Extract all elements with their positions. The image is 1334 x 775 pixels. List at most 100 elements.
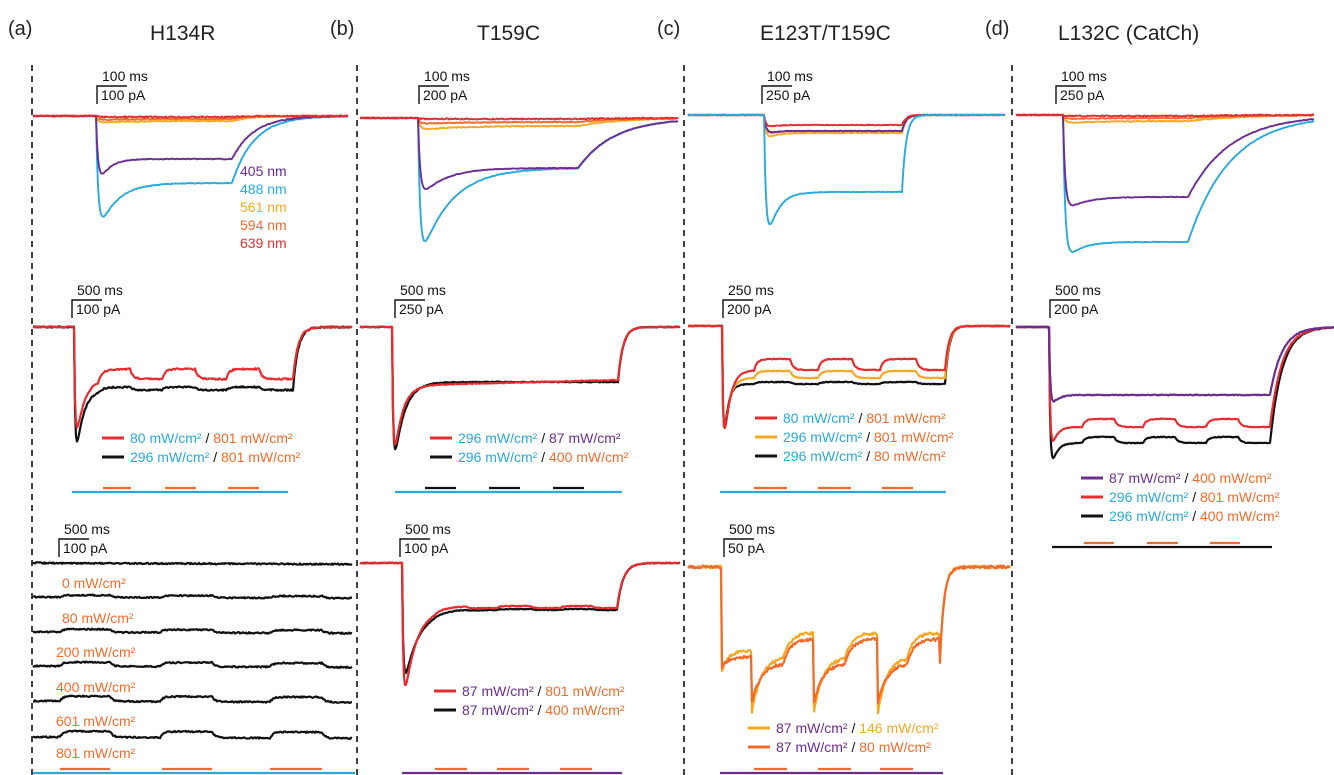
trace-a3-2 xyxy=(32,627,353,635)
legend-b-d2-0: 400 mW/cm² xyxy=(1192,470,1272,486)
legend-a-c2-1: 296 mW/cm² xyxy=(783,429,863,445)
legend-entry-b3-1: 87 mW/cm² / 400 mW/cm² xyxy=(462,702,625,718)
legend-b-c2-2: 80 mW/cm² xyxy=(874,448,946,464)
trace-b2-red xyxy=(359,325,681,446)
legend-entry-d2-2: 296 mW/cm² / 400 mW/cm² xyxy=(1109,508,1280,524)
a3-intensity-labels: 0 mW/cm² 80 mW/cm² 200 mW/cm² 400 mW/cm²… xyxy=(56,575,136,761)
legend-b-a2-1: 801 mW/cm² xyxy=(221,449,301,465)
scalebar-amp-c3: 50 pA xyxy=(728,540,765,556)
scalebar-time-c1: 100 ms xyxy=(767,68,813,84)
trace-b1-4 xyxy=(359,116,679,121)
legend-sep-b2-1: / xyxy=(537,449,549,465)
legend-sep-c3-1: / xyxy=(848,739,860,755)
legend-sep-c3-0: / xyxy=(848,720,860,736)
trace-d1-2 xyxy=(1015,113,1315,253)
legend-sep-c2-1: / xyxy=(862,429,874,445)
scalebar-a1: 100 ms 100 pA xyxy=(96,68,148,104)
scalebar-line-b2 xyxy=(394,299,425,318)
trace-d2-black xyxy=(1015,325,1334,460)
trace-d1-3 xyxy=(1015,113,1315,207)
legend-a-d2-2: 296 mW/cm² xyxy=(1109,508,1189,524)
trace-a1-3 xyxy=(32,114,349,175)
trace-c3-yellow xyxy=(687,564,1011,715)
legend-b-c2-1: 801 mW/cm² xyxy=(874,429,954,445)
a3-int-3: 400 mW/cm² xyxy=(56,679,136,695)
scalebar-line-c3 xyxy=(723,538,754,557)
panel-label-d: (d) xyxy=(985,18,1009,40)
panel-label-c: (c) xyxy=(657,18,680,40)
a3-int-0: 0 mW/cm² xyxy=(62,575,126,591)
scalebar-b1: 100 ms 200 pA xyxy=(418,68,470,104)
legend-b-c3-1: 80 mW/cm² xyxy=(859,739,931,755)
panel-label-a: (a) xyxy=(8,18,32,40)
trace-c3-orange xyxy=(687,564,1011,705)
wl-639: 639 nm xyxy=(240,235,287,251)
scalebar-a2: 500 ms 100 pA xyxy=(71,282,123,318)
scalebar-amp-b3: 100 pA xyxy=(404,540,449,556)
scalebar-c2: 250 ms 200 pA xyxy=(722,282,774,318)
legend-entry-b2-1: 296 mW/cm² / 400 mW/cm² xyxy=(458,449,629,465)
legend-a-a2-1: 296 mW/cm² xyxy=(130,449,210,465)
scalebar-c3: 500 ms 50 pA xyxy=(723,521,775,557)
trace-c1-3 xyxy=(687,113,1006,128)
scalebar-amp-a2: 100 pA xyxy=(76,301,121,317)
scalebar-time-a2: 500 ms xyxy=(77,282,123,298)
legend-entry-c3-1: 87 mW/cm² / 80 mW/cm² xyxy=(776,739,931,755)
scalebar-amp-b1: 200 pA xyxy=(423,87,468,103)
legend-a-b2-1: 296 mW/cm² xyxy=(458,449,538,465)
scalebar-line-b3 xyxy=(399,538,430,557)
scalebar-line-a3 xyxy=(58,538,89,557)
trace-d1-4 xyxy=(1015,113,1315,118)
scalebar-time-c2: 250 ms xyxy=(728,282,774,298)
legend-a-d2-1: 296 mW/cm² xyxy=(1109,489,1189,505)
trace-a2-red xyxy=(32,325,353,429)
trace-b3-red xyxy=(359,561,681,687)
legend-sep-c2-2: / xyxy=(862,448,874,464)
panel-dividers xyxy=(31,65,1013,775)
legend-a-c2-0: 80 mW/cm² xyxy=(783,410,855,426)
trace-b3-black xyxy=(359,561,681,675)
scalebar-amp-a1: 100 pA xyxy=(101,87,146,103)
scalebar-line-d2 xyxy=(1049,299,1080,318)
legend-b-c2-0: 801 mW/cm² xyxy=(866,410,946,426)
trace-d2-purple xyxy=(1015,325,1334,403)
legend-entry-d2-1: 296 mW/cm² / 801 mW/cm² xyxy=(1109,489,1280,505)
scalebar-time-b3: 500 ms xyxy=(405,521,451,537)
legend-sep-b3-0: / xyxy=(534,683,546,699)
legend-entry-b3-0: 87 mW/cm² / 801 mW/cm² xyxy=(462,683,625,699)
scalebar-time-a3: 500 ms xyxy=(64,521,110,537)
scalebar-line-b1 xyxy=(418,85,449,104)
scalebar-time-c3: 500 ms xyxy=(729,521,775,537)
scalebar-line-a1 xyxy=(96,85,127,104)
legend-sep-d2-0: / xyxy=(1181,470,1193,486)
a3-int-1: 80 mW/cm² xyxy=(62,610,134,626)
legend-a-c3-1: 87 mW/cm² xyxy=(776,739,848,755)
legend-b-a2-0: 801 mW/cm² xyxy=(213,430,293,446)
legend-entry-c2-2: 296 mW/cm² / 80 mW/cm² xyxy=(783,448,946,464)
scalebar-c1: 100 ms 250 pA xyxy=(761,68,813,104)
legend-b-d2-1: 801 mW/cm² xyxy=(1200,489,1280,505)
trace-d2-red xyxy=(1015,325,1334,442)
trace-c2-red xyxy=(687,324,1011,430)
trace-a2-black xyxy=(32,325,353,443)
scalebar-d1: 100 ms 250 pA xyxy=(1055,68,1107,104)
scalebar-a3: 500 ms 100 pA xyxy=(58,521,110,557)
legend-b3: 87 mW/cm² / 801 mW/cm² 87 mW/cm² / 400 mW… xyxy=(434,683,625,718)
legend-sep-a2-0: / xyxy=(202,430,214,446)
trace-a1-2 xyxy=(32,114,349,218)
scalebar-amp-b2: 250 pA xyxy=(399,301,444,317)
legend-a-c3-0: 87 mW/cm² xyxy=(776,720,848,736)
a3-int-4: 601 mW/cm² xyxy=(56,713,136,729)
legend-entry-a2-0: 80 mW/cm² / 801 mW/cm² xyxy=(130,430,293,446)
stimulus-bars xyxy=(33,486,1272,775)
legend-entry-c2-1: 296 mW/cm² / 801 mW/cm² xyxy=(783,429,954,445)
scalebar-line-a2 xyxy=(71,299,102,318)
legend-a2: 80 mW/cm² / 801 mW/cm² 296 mW/cm² / 801 m… xyxy=(102,430,301,465)
trace-a3-4 xyxy=(32,694,353,704)
legend-a-b3-0: 87 mW/cm² xyxy=(462,683,534,699)
legend-sep-d2-2: / xyxy=(1188,508,1200,524)
